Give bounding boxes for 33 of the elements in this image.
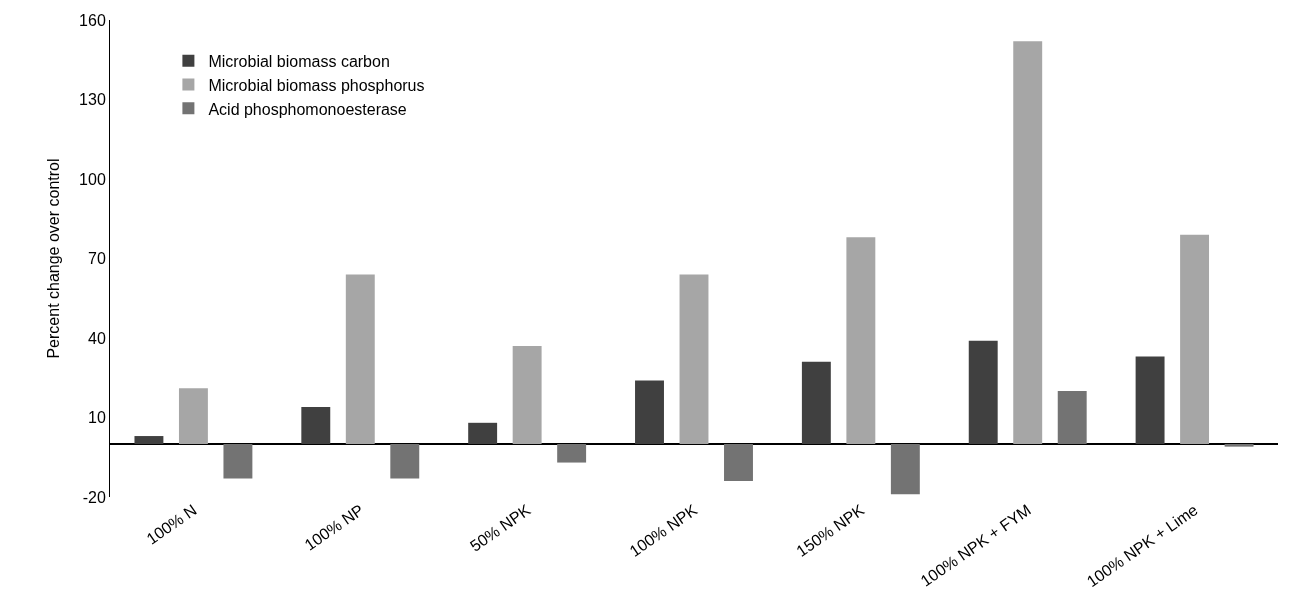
legend-label: Microbial biomass phosphorus: [208, 76, 425, 94]
y-tick-label: 160: [79, 11, 106, 29]
bar: [390, 444, 420, 479]
bar: [1013, 41, 1043, 444]
bar: [724, 444, 753, 482]
y-tick-label: 130: [79, 91, 106, 109]
bar: [1224, 444, 1254, 447]
bar: [1135, 356, 1165, 444]
x-tick-label: 50% NPK: [466, 500, 534, 555]
bar: [1057, 391, 1087, 444]
bar: [557, 444, 587, 463]
bar: [846, 237, 876, 444]
legend-label: Acid phosphomonoesterase: [208, 100, 407, 118]
legend-label: Microbial biomass carbon: [208, 52, 390, 70]
bar: [223, 444, 253, 479]
bar: [512, 345, 542, 444]
bar: [1180, 234, 1210, 444]
y-axis-title: Percent change over control: [45, 158, 62, 359]
bar: [635, 380, 664, 444]
bar: [178, 388, 208, 444]
bar: [968, 340, 998, 444]
y-tick-label: 40: [88, 329, 106, 347]
bar: [134, 436, 164, 444]
bar: [890, 444, 920, 495]
bar: [345, 274, 375, 444]
y-tick-label: 10: [88, 409, 106, 427]
bar: [679, 274, 709, 444]
bar: [301, 406, 331, 444]
y-tick-label: 100: [79, 170, 106, 188]
bar: [801, 361, 831, 444]
y-tick-label: -20: [82, 488, 106, 506]
y-tick-label: 70: [88, 250, 106, 268]
bar: [468, 422, 498, 444]
